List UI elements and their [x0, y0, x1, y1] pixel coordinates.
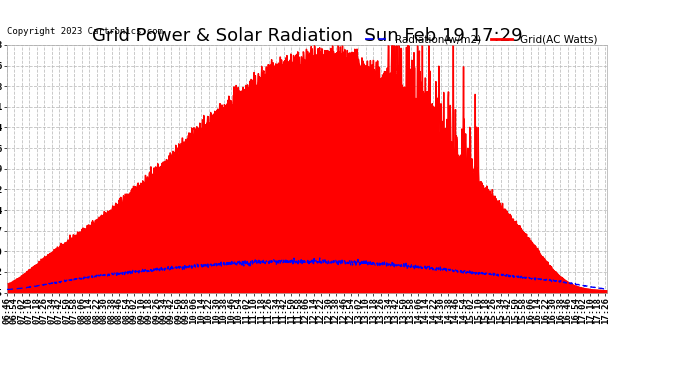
Title: Grid Power & Solar Radiation  Sun Feb 19 17:29: Grid Power & Solar Radiation Sun Feb 19 … — [92, 27, 522, 45]
Legend: Radiation(w/m2), Grid(AC Watts): Radiation(w/m2), Grid(AC Watts) — [362, 30, 602, 49]
Text: Copyright 2023 Cartronics.com: Copyright 2023 Cartronics.com — [7, 27, 163, 36]
